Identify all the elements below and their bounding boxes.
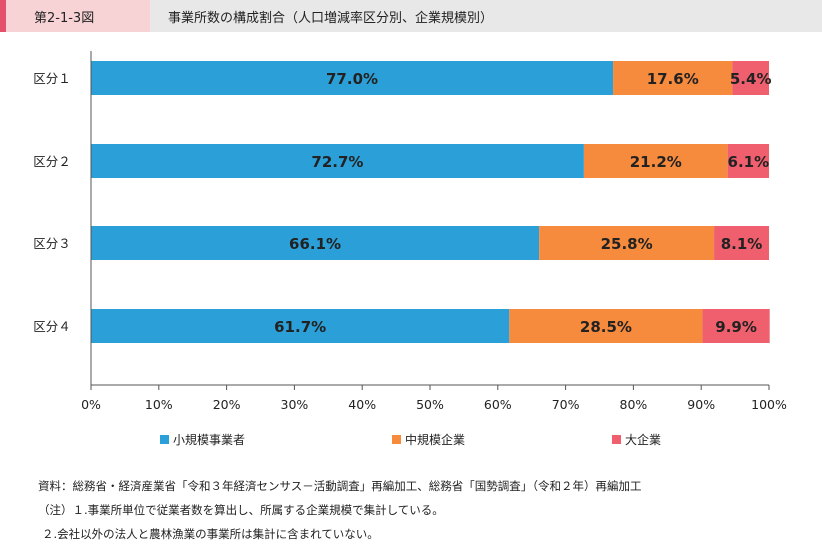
source-note: 資料：総務省・経済産業省「令和３年経済センサス－活動調査」再編加工、総務省「国勢… (38, 479, 642, 493)
bar-label-small-1: 77.0% (326, 70, 378, 88)
bar-label-medium-3: 25.8% (601, 235, 653, 253)
x-tick-label-7: 70% (552, 397, 580, 412)
x-tick-label-3: 30% (281, 397, 309, 412)
notes-block: 資料：総務省・経済産業省「令和３年経済センサス－活動調査」再編加工、総務省「国勢… (38, 474, 642, 546)
legend-swatch-small (160, 435, 169, 444)
bar-small-1 (91, 61, 614, 95)
category-label-4: 区分４ (33, 319, 71, 334)
legend-label-large: 大企業 (625, 433, 662, 447)
legend-swatch-medium (392, 435, 401, 444)
legend-item-small: 小規模事業者 (160, 431, 245, 448)
bar-label-medium-1: 17.6% (647, 70, 699, 88)
x-tick-label-4: 40% (348, 397, 376, 412)
bar-small-2 (91, 144, 584, 178)
note-2: ２.会社以外の法人と農林漁業の事業所は集計に含まれていない。 (42, 527, 379, 541)
x-tick-label-1: 10% (145, 397, 173, 412)
category-label-2: 区分２ (33, 154, 71, 169)
bar-medium-2 (583, 144, 728, 178)
x-tick-label-8: 80% (620, 397, 648, 412)
legend-label-small: 小規模事業者 (173, 433, 246, 447)
bar-label-large-2: 6.1% (728, 153, 770, 171)
chart-title: 事業所数の構成割合（人口増減率区分別、企業規模別） (168, 11, 494, 26)
category-label-1: 区分１ (33, 71, 71, 86)
bar-small-4 (91, 309, 510, 343)
bar-large-4 (702, 309, 770, 343)
x-tick-label-2: 20% (213, 397, 241, 412)
bar-large-2 (727, 144, 769, 178)
bar-large-1 (732, 61, 769, 95)
bar-medium-3 (539, 226, 715, 260)
figure-number-badge: 第2-1-3図 (0, 0, 150, 32)
x-tick-label-10: 100% (751, 397, 787, 412)
bar-label-medium-4: 28.5% (580, 318, 632, 336)
bar-small-3 (91, 226, 540, 260)
legend-label-medium: 中規模企業 (405, 433, 466, 447)
figure-number: 第2-1-3図 (34, 11, 95, 26)
bar-medium-1 (613, 61, 733, 95)
figure-header: 第2-1-3図 事業所数の構成割合（人口増減率区分別、企業規模別） (0, 0, 822, 32)
bar-label-small-3: 66.1% (289, 235, 341, 253)
category-label-3: 区分３ (33, 236, 71, 251)
legend-swatch-large (612, 435, 621, 444)
bar-label-large-1: 5.4% (730, 70, 772, 88)
x-tick-label-5: 50% (416, 397, 444, 412)
legend-item-medium: 中規模企業 (392, 431, 465, 448)
x-tick-label-0: 0% (81, 397, 101, 412)
bar-medium-4 (509, 309, 703, 343)
x-tick-label-9: 90% (687, 397, 715, 412)
bar-label-small-2: 72.7% (311, 153, 363, 171)
stacked-bar-chart: 77.0% 17.6% 5.4% 区分１ 72.7% 21.2% 6.1% 区分２ 66.1% 2… (33, 51, 787, 412)
x-tick-label-6: 60% (484, 397, 512, 412)
legend-item-large: 大企業 (612, 431, 661, 448)
note-1: （注）１.事業所単位で従業者数を算出し、所属する企業規模で集計している。 (38, 503, 444, 517)
bar-label-large-4: 9.9% (715, 318, 757, 336)
bar-label-small-4: 61.7% (274, 318, 326, 336)
bar-label-medium-2: 21.2% (630, 153, 682, 171)
bar-label-large-3: 8.1% (721, 235, 763, 253)
bar-large-3 (714, 226, 769, 260)
